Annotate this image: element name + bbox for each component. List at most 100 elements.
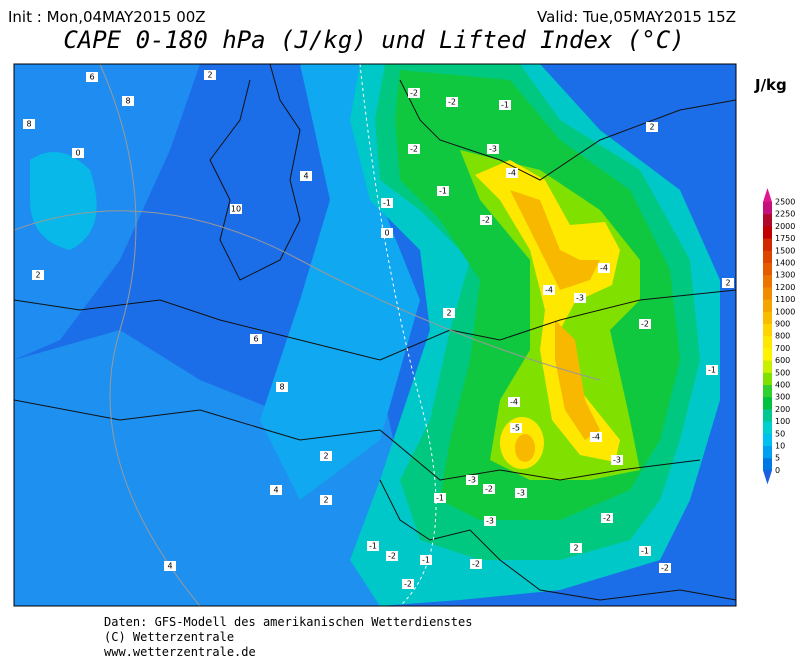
contour-label-box <box>381 198 393 208</box>
contour-label: 4 <box>303 172 308 181</box>
contour-label-box <box>164 561 176 571</box>
contour-label-box <box>639 319 651 329</box>
contour-label: -2 <box>641 320 649 329</box>
contour-label-box <box>320 451 332 461</box>
colorbar-cap <box>763 188 772 202</box>
contour-label: 4 <box>273 486 278 495</box>
contour-label: 0 <box>75 149 80 158</box>
contour-label: -4 <box>592 433 600 442</box>
contour-label: -3 <box>517 489 525 498</box>
map: 6 2 8 8 0 4 10 2 6 8 2 4 2 4 2 0 -2 -2 -1 -2 -3 -1 -1 -2 -4 -4 -4 -… <box>14 64 736 606</box>
colorbar-label: 1750 <box>775 234 795 243</box>
contour-label: -2 <box>404 580 412 589</box>
contour-label-box <box>487 144 499 154</box>
colorbar-swatch <box>763 397 772 410</box>
colorbar-label: 600 <box>775 356 790 365</box>
colorbar-swatch <box>763 409 772 423</box>
colorbar-swatch <box>763 348 772 362</box>
contour-label: 4 <box>167 562 172 571</box>
colorbar-label: 300 <box>775 393 790 402</box>
contour-label: 2 <box>573 544 578 553</box>
contour-label-box <box>574 293 586 303</box>
contour-label: -3 <box>489 145 497 154</box>
contour-label: -1 <box>383 199 391 208</box>
colorbar-label: 1300 <box>775 271 795 280</box>
colorbar-label: 400 <box>775 381 790 390</box>
contour-label: -2 <box>661 564 669 573</box>
contour-label-box <box>320 495 332 505</box>
colorbar-swatch <box>763 250 772 264</box>
contour-label: 2 <box>725 279 730 288</box>
colorbar-swatch <box>763 336 772 349</box>
colorbar-label: 2000 <box>775 222 795 231</box>
contour-label: -2 <box>472 560 480 569</box>
contour-label-box <box>32 270 44 280</box>
colorbar-swatch <box>763 214 772 227</box>
contour-label: 8 <box>125 97 130 106</box>
contour-label: 0 <box>384 229 389 238</box>
contour-label-box <box>402 579 414 589</box>
contour-label-box <box>23 119 35 129</box>
contour-label-box <box>659 563 671 573</box>
contour-label-box <box>611 455 623 465</box>
contour-label: 2 <box>649 123 654 132</box>
contour-label-box <box>499 100 511 110</box>
colorbar-label: 2500 <box>775 198 795 207</box>
contour-label-box <box>381 228 393 238</box>
contour-label-box <box>598 263 610 273</box>
map-title: CAPE 0-180 hPa (J/kg) und Lifted Index (… <box>63 26 684 54</box>
contour-label-box <box>466 475 478 485</box>
colorbar-swatch <box>763 226 772 240</box>
contour-label-box <box>484 516 496 526</box>
contour-label-box <box>408 88 420 98</box>
colorbar-label: 1500 <box>775 246 795 255</box>
colorbar-swatch <box>763 458 772 471</box>
contour-label-box <box>639 546 651 556</box>
contour-label: 6 <box>253 335 258 344</box>
colorbar-swatch <box>763 311 772 325</box>
contour-label-box <box>483 484 495 494</box>
contour-label: 8 <box>279 383 284 392</box>
colorbar-label: 1200 <box>775 283 795 292</box>
contour-label-box <box>480 215 492 225</box>
contour-label: -2 <box>603 514 611 523</box>
colorbar-cap <box>763 470 772 485</box>
contour-label-box <box>515 488 527 498</box>
colorbar-swatch <box>763 421 772 435</box>
contour-label-box <box>570 543 582 553</box>
contour-label-box <box>367 541 379 551</box>
contour-label-box <box>446 97 458 107</box>
colorbar-label: 100 <box>775 417 790 426</box>
contour-label: -2 <box>482 216 490 225</box>
colorbar-label: 1400 <box>775 259 795 268</box>
contour-label-box <box>408 144 420 154</box>
contour-label-box <box>543 285 555 295</box>
contour-label: -2 <box>410 89 418 98</box>
contour-label-box <box>470 559 482 569</box>
footer-source: Daten: GFS-Modell des amerikanischen Wet… <box>104 615 472 629</box>
contour-label: -4 <box>600 264 608 273</box>
contour-label: 2 <box>323 496 328 505</box>
contour-label-box <box>434 493 446 503</box>
colorbar-label: 700 <box>775 344 790 353</box>
init-time: Init : Mon,04MAY2015 00Z <box>8 8 206 26</box>
colorbar-label: 50 <box>775 429 785 438</box>
contour-label: -2 <box>448 98 456 107</box>
contour-label: -5 <box>512 424 520 433</box>
colorbar-label: 900 <box>775 320 790 329</box>
contour-label-box <box>204 70 216 80</box>
colorbar-label: 1000 <box>775 307 795 316</box>
contour-label-box <box>510 423 522 433</box>
contour-label-box <box>443 308 455 318</box>
contour-label: 6 <box>89 73 94 82</box>
contour-label-box <box>420 555 432 565</box>
contour-label: 10 <box>231 205 241 214</box>
colorbar-label: 5 <box>775 454 780 463</box>
colorbar-swatch <box>763 287 772 301</box>
colorbar-label: 200 <box>775 405 790 414</box>
contour-label-box <box>300 171 312 181</box>
footer-copyright: (C) Wetterzentrale <box>104 630 234 644</box>
contour-label: -3 <box>486 517 494 526</box>
map-frame <box>13 63 737 607</box>
footer-url: www.wetterzentrale.de <box>104 645 256 659</box>
